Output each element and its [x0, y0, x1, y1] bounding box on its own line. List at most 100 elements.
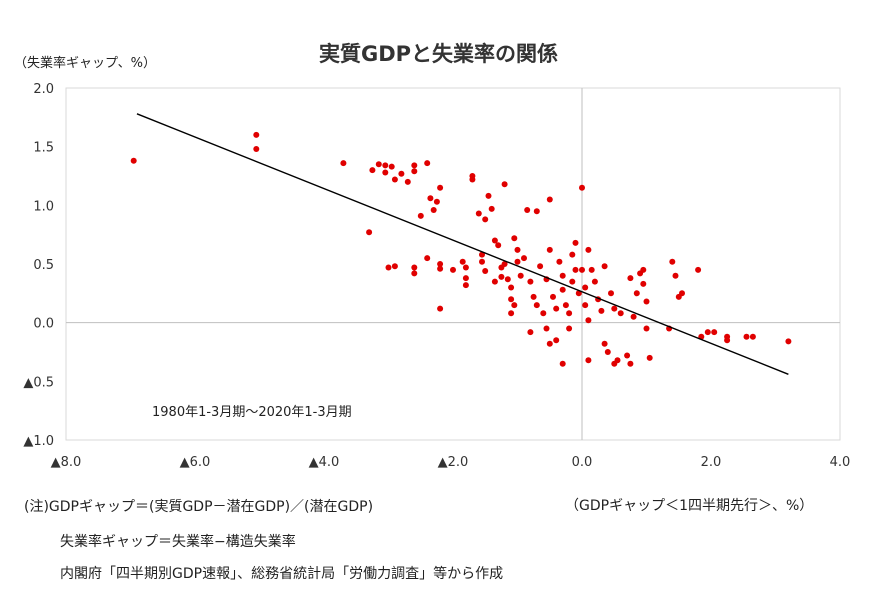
data-point: [433, 198, 440, 205]
data-point: [511, 302, 518, 309]
data-point: [617, 310, 624, 317]
data-point: [508, 310, 515, 317]
chart-title: 実質GDPと失業率の関係: [318, 42, 559, 66]
data-point: [543, 325, 550, 332]
data-point: [514, 246, 521, 253]
data-point: [479, 258, 485, 265]
data-point: [559, 286, 566, 293]
data-point: [611, 360, 618, 367]
data-point: [598, 307, 605, 314]
data-point: [530, 293, 537, 300]
data-point: [511, 235, 518, 242]
data-point: [391, 263, 398, 270]
data-point: [633, 290, 640, 297]
data-point: [550, 293, 556, 300]
data-point: [427, 195, 434, 202]
data-point: [537, 263, 544, 270]
y-tick-label: 0.5: [33, 258, 54, 273]
data-point: [572, 239, 579, 246]
data-point: [604, 349, 611, 355]
data-point: [459, 258, 466, 265]
data-point: [130, 157, 137, 164]
data-point: [611, 305, 618, 312]
data-point: [417, 212, 424, 219]
data-point: [501, 261, 508, 267]
data-point: [482, 216, 489, 223]
data-point: [627, 275, 634, 282]
data-point: [382, 169, 389, 176]
data-point: [340, 160, 347, 167]
data-point: [646, 354, 653, 361]
footnote-gdp-gap: (注)GDPギャップ＝(実質GDP－潜在GDP)／(潜在GDP): [24, 499, 374, 515]
y-tick-label: 1.0: [33, 199, 54, 214]
data-point: [501, 181, 508, 188]
data-point: [559, 272, 566, 279]
y-tick-label: 0.0: [33, 317, 54, 332]
data-point: [527, 278, 534, 285]
data-point: [566, 310, 573, 317]
trend-line: [136, 113, 789, 375]
data-point: [514, 258, 521, 265]
data-point: [749, 333, 756, 340]
x-tick-labels: ▲8.0 ▲6.0 ▲4.0 ▲2.0 0.0 2.0 4.0: [51, 455, 851, 470]
data-point: [385, 264, 392, 271]
period-annotation: 1980年1-3月期～2020年1-3月期: [152, 405, 352, 420]
data-point: [553, 337, 560, 344]
x-tick-label: ▲6.0: [180, 455, 211, 470]
data-point: [643, 325, 650, 332]
data-point: [585, 246, 592, 253]
data-point: [411, 264, 418, 271]
data-point: [366, 229, 373, 236]
x-tick-label: 4.0: [830, 455, 851, 470]
data-point: [556, 258, 563, 265]
data-point: [695, 266, 702, 273]
data-point: [411, 270, 418, 277]
data-point: [546, 196, 553, 203]
data-point: [462, 264, 469, 271]
data-point: [601, 340, 608, 347]
data-point: [643, 298, 650, 305]
data-point: [533, 208, 540, 215]
x-tick-label: 0.0: [572, 455, 593, 470]
data-point: [424, 255, 431, 262]
data-point: [404, 178, 411, 185]
data-point: [382, 162, 389, 169]
data-point: [588, 266, 595, 273]
plot-area-border: [65, 87, 841, 441]
data-point: [679, 290, 685, 297]
footnote-source: 内閣府「四半期別GDP速報」、総務省統計局「労働力調査」等から作成: [60, 566, 504, 582]
data-point: [450, 266, 456, 273]
data-point: [582, 302, 589, 309]
data-point: [398, 170, 405, 177]
data-point: [375, 161, 382, 168]
data-point: [495, 242, 502, 249]
data-point: [253, 131, 260, 138]
x-tick-label: 2.0: [701, 455, 722, 470]
data-point: [579, 266, 585, 273]
data-point: [724, 333, 731, 340]
data-point: [627, 360, 634, 367]
data-point: [488, 205, 495, 212]
x-tick-label: ▲2.0: [438, 455, 469, 470]
data-point: [601, 263, 608, 270]
data-point: [624, 352, 631, 359]
data-point: [491, 278, 498, 285]
y-tick-label: ▲0.5: [23, 375, 54, 390]
data-point: [437, 184, 444, 191]
data-point: [572, 266, 579, 273]
data-point: [508, 284, 515, 291]
data-point: [504, 276, 511, 283]
data-point: [672, 272, 679, 279]
data-point: [559, 360, 566, 367]
data-point: [462, 282, 469, 289]
data-point: [253, 146, 260, 152]
data-point: [640, 280, 647, 287]
data-point: [391, 176, 398, 183]
data-point: [585, 357, 592, 364]
y-tick-label: ▲1.0: [23, 434, 54, 449]
data-point: [437, 261, 444, 267]
scatter-plot: 2.0 1.5 1.0 0.5 0.0 ▲0.5 ▲1.0 ▲8.0 ▲6.0 ▲4.0 ▲2.0…: [23, 82, 851, 470]
scatter-points: [130, 131, 792, 367]
data-point: [553, 305, 560, 312]
data-point: [437, 305, 444, 312]
